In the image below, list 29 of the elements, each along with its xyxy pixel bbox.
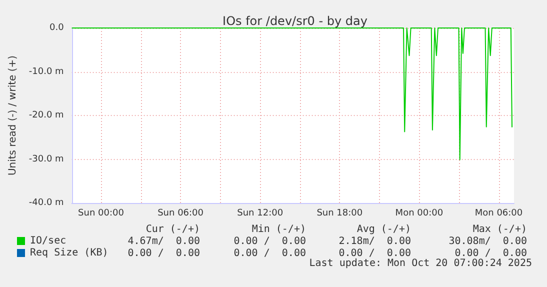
text: 4.67m/ 0.00 <box>128 236 200 248</box>
y-tick-label: -20.0 m <box>28 110 64 120</box>
legend-label: IO/sec <box>30 236 66 246</box>
y-tick-label: 0.0 <box>49 23 64 33</box>
y-tick-label: -30.0 m <box>28 154 64 164</box>
x-tick-label: Mon 06:00 <box>474 208 523 218</box>
text: 30.08m/ 0.00 <box>448 236 527 248</box>
y-tick-label: -40.0 m <box>28 198 64 208</box>
x-tick-label: Sun 06:00 <box>158 208 204 218</box>
text: Last update: Mon Oct 20 07:00:24 2025 <box>309 258 532 270</box>
x-tick-label: Sun 12:00 <box>237 208 284 218</box>
x-tick-label: Sun 18:00 <box>316 208 363 218</box>
text: 0.00 / 0.00 <box>338 248 411 259</box>
legend-label: Req Size (KB) <box>30 248 108 258</box>
text: Min (-/+) <box>252 224 306 236</box>
x-tick-label: Mon 00:00 <box>395 208 444 218</box>
text: 2.18m/ 0.00 <box>338 236 411 248</box>
text: 0.00 / 0.00 <box>234 248 306 260</box>
text: 0.00 / 0.00 <box>454 248 527 259</box>
line-series <box>71 28 513 160</box>
text: 0.00 / 0.00 <box>234 236 306 248</box>
y-axis-title: Units read (-) / write (+) <box>8 55 18 176</box>
text: Cur (-/+) <box>146 224 200 236</box>
text: 0.00 / 0.00 <box>128 248 200 260</box>
chart-title: IOs for /dev/sr0 - by day <box>222 14 368 28</box>
x-tick-label: Sun 00:00 <box>78 208 124 218</box>
text: Max (-/+) <box>472 224 527 236</box>
y-tick-label: -10.0 m <box>28 66 64 77</box>
text: Avg (-/+) <box>356 224 411 236</box>
